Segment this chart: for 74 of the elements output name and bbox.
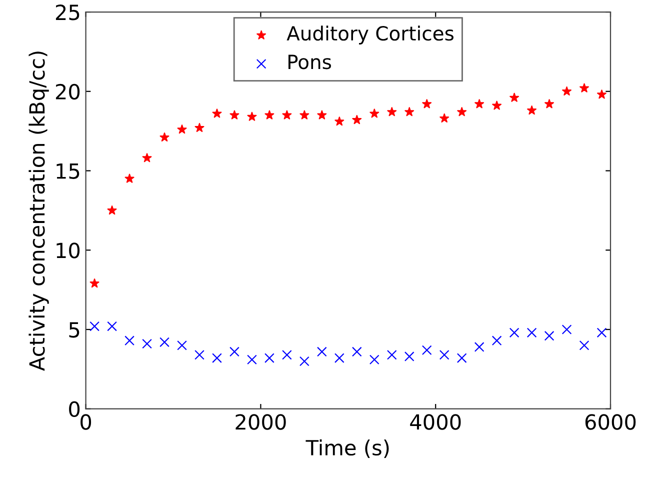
point: [457, 107, 467, 116]
point: [160, 132, 170, 142]
point: [562, 86, 572, 96]
y-tick-label: 0: [69, 401, 80, 418]
point: [369, 354, 380, 365]
y-tick-label: 15: [56, 163, 80, 179]
legend-label: Auditory Cortices: [286, 26, 454, 44]
point: [160, 337, 170, 348]
point: [596, 328, 607, 338]
point: [212, 108, 222, 118]
y-tick-label: 20: [56, 84, 80, 100]
point: [474, 99, 484, 108]
point: [580, 83, 589, 92]
point: [544, 330, 554, 341]
point: [230, 110, 240, 120]
point: [247, 354, 257, 365]
point: [334, 353, 344, 364]
point: [439, 350, 450, 360]
point: [440, 113, 450, 122]
point: [142, 153, 152, 162]
point: [422, 99, 432, 108]
point: [230, 346, 240, 357]
point: [90, 278, 100, 288]
y-tick-label: 10: [56, 242, 80, 258]
point: [212, 353, 222, 364]
x-axis-title: Time (s): [306, 439, 389, 458]
point: [300, 110, 310, 120]
point: [124, 336, 134, 346]
y-tick-label: 25: [56, 4, 80, 20]
point: [194, 350, 204, 360]
point: [387, 107, 397, 116]
point: [352, 346, 362, 357]
point: [124, 174, 134, 183]
point: [282, 350, 292, 360]
point: [370, 108, 380, 118]
point: [456, 353, 467, 364]
y-tick-label: 5: [69, 322, 80, 338]
point: [544, 99, 554, 108]
point: [492, 100, 502, 110]
x-tick-label: 6000: [585, 414, 636, 430]
point: [562, 324, 572, 334]
legend-label: Pons: [288, 54, 332, 70]
point: [177, 340, 187, 350]
point: [177, 124, 187, 134]
x-tick-label: 2000: [236, 414, 286, 430]
point: [107, 205, 117, 215]
point: [90, 321, 100, 332]
point: [509, 328, 520, 338]
point: [579, 340, 590, 350]
point: [264, 353, 274, 364]
point: [422, 345, 432, 356]
point: [247, 112, 257, 121]
point: [510, 92, 520, 102]
point: [107, 321, 117, 332]
point: [334, 116, 344, 126]
x-tick-label: 4000: [410, 414, 461, 430]
point: [142, 338, 152, 349]
point: [597, 90, 606, 99]
point: [352, 115, 362, 124]
point: [264, 110, 274, 120]
point: [317, 110, 327, 120]
point: [526, 328, 537, 338]
y-axis-title: Activity concentration (kBq/cc): [28, 52, 49, 371]
point: [527, 105, 537, 115]
point: [316, 346, 327, 357]
point: [194, 122, 204, 132]
point: [282, 110, 292, 120]
point: [404, 107, 414, 116]
point: [404, 352, 414, 362]
point: [386, 350, 397, 360]
point: [492, 336, 502, 346]
x-tick-label: 0: [80, 414, 92, 430]
point: [474, 342, 484, 352]
point: [299, 356, 310, 366]
